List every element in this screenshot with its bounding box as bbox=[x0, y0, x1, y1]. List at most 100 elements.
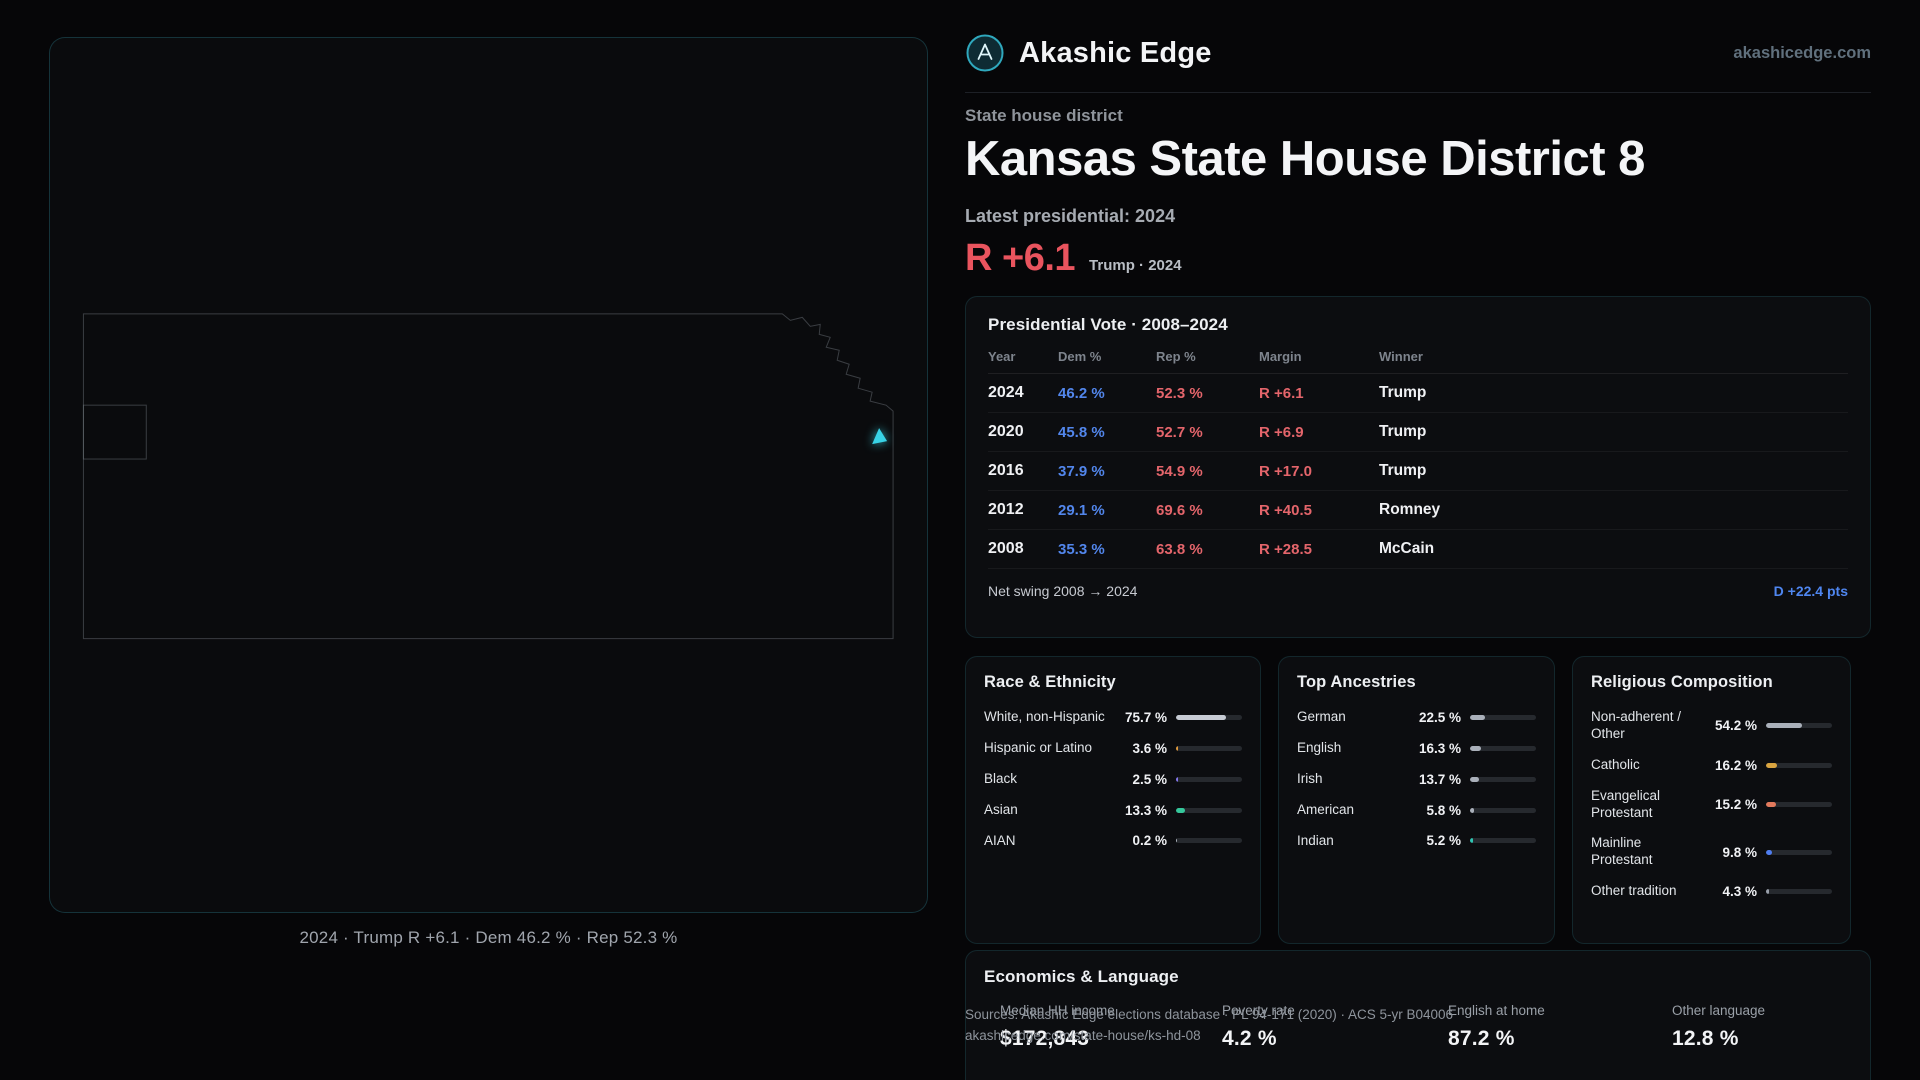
year-cell: 2012 bbox=[988, 501, 1024, 518]
list-item: AIAN 0.2 % bbox=[984, 826, 1242, 857]
margin-cell: R +6.9 bbox=[1259, 423, 1304, 441]
list-item: Black 2.5 % bbox=[984, 764, 1242, 795]
page-title: Kansas State House District 8 bbox=[965, 132, 1645, 186]
rep-share: 54.9 % bbox=[1156, 462, 1203, 480]
district-type-label: State house district bbox=[965, 106, 1123, 125]
demo-bar bbox=[1766, 723, 1832, 729]
stat-value: 4.2 % bbox=[1222, 1027, 1277, 1050]
header-divider bbox=[965, 92, 1871, 93]
list-item: Evangelical Protestant 15.2 % bbox=[1591, 781, 1832, 829]
card-title: Presidential Vote · 2008–2024 bbox=[988, 315, 1228, 334]
card-title: Religious Composition bbox=[1591, 673, 1773, 691]
list-item: English 16.3 % bbox=[1297, 733, 1536, 764]
winner-cell: Trump bbox=[1379, 423, 1427, 440]
religious-composition-card: Religious Composition Non-adherent / Oth… bbox=[1572, 656, 1851, 944]
list-item: Hispanic or Latino 3.6 % bbox=[984, 733, 1242, 764]
demo-value: 5.8 % bbox=[1426, 802, 1461, 818]
brand: Akashic Edge bbox=[965, 33, 1212, 73]
col-dem: Dem % bbox=[1058, 349, 1102, 364]
stat-other-language: Other language 12.8 % bbox=[1672, 1003, 1852, 1051]
list-item: Indian 5.2 % bbox=[1297, 826, 1536, 857]
demo-bar bbox=[1470, 776, 1536, 782]
dem-share: 35.3 % bbox=[1058, 540, 1105, 558]
margin-cell: R +17.0 bbox=[1259, 462, 1312, 480]
sources-footer: Sources: Akashic Edge elections database… bbox=[965, 1004, 1453, 1046]
demo-label: German bbox=[1297, 709, 1346, 724]
dem-share: 37.9 % bbox=[1058, 462, 1105, 480]
card-title: Economics & Language bbox=[984, 967, 1179, 986]
demo-label: American bbox=[1297, 801, 1355, 817]
demo-value: 13.7 % bbox=[1418, 771, 1461, 787]
list-item: Catholic 16.2 % bbox=[1591, 750, 1832, 781]
kansas-outline bbox=[82, 313, 894, 640]
demo-bar bbox=[1176, 838, 1242, 844]
site-domain-link[interactable]: akashicedge.com bbox=[1733, 43, 1871, 62]
demo-label: Black bbox=[984, 770, 1018, 786]
economics-card: Economics & Language Median HH income $1… bbox=[965, 950, 1871, 1080]
akashic-edge-logo bbox=[966, 34, 1004, 72]
demo-value: 75.7 % bbox=[1124, 709, 1167, 725]
demo-value: 54.2 % bbox=[1714, 718, 1757, 734]
headline-margin: R +6.1 Trump · 2024 bbox=[965, 237, 1182, 280]
stat-poverty-rate: Poverty rate 4.2 % bbox=[1222, 1003, 1448, 1051]
demo-bar bbox=[1470, 745, 1536, 751]
list-item: Non-adherent / Other 54.2 % bbox=[1591, 702, 1832, 750]
col-winner: Winner bbox=[1379, 349, 1423, 364]
demo-value: 16.3 % bbox=[1418, 740, 1461, 756]
demo-label: Asian bbox=[984, 801, 1018, 817]
district-marker-icon bbox=[872, 428, 888, 445]
list-item: Mainline Protestant 9.8 % bbox=[1591, 828, 1832, 876]
demo-label: Evangelical Protestant bbox=[1591, 787, 1661, 820]
demo-bar bbox=[1470, 807, 1536, 813]
demo-value: 5.2 % bbox=[1426, 833, 1461, 849]
demo-bar bbox=[1470, 714, 1536, 720]
margin-cell: R +40.5 bbox=[1259, 501, 1312, 519]
rep-share: 69.6 % bbox=[1156, 501, 1203, 519]
col-year: Year bbox=[988, 349, 1016, 364]
margin-context: Trump · 2024 bbox=[1089, 257, 1182, 274]
rep-share: 52.3 % bbox=[1156, 384, 1203, 402]
demo-value: 2.5 % bbox=[1132, 771, 1167, 787]
demo-label: Indian bbox=[1297, 832, 1334, 848]
demo-label: White, non-Hispanic bbox=[984, 709, 1105, 724]
stat-label: Median HH income bbox=[1000, 1003, 1115, 1018]
demo-value: 0.2 % bbox=[1132, 833, 1167, 849]
demo-bar bbox=[1176, 714, 1242, 720]
card-title: Race & Ethnicity bbox=[984, 673, 1116, 691]
winner-cell: Romney bbox=[1379, 501, 1441, 518]
demo-label: Irish bbox=[1297, 770, 1323, 786]
net-swing-row: Net swing 2008 → 2024 D +22.4 pts bbox=[988, 569, 1848, 599]
header: Akashic Edge akashicedge.com bbox=[965, 33, 1871, 73]
top-ancestries-card: Top Ancestries German 22.5 % English 16.… bbox=[1278, 656, 1555, 944]
demo-bar bbox=[1176, 745, 1242, 751]
dem-share: 45.8 % bbox=[1058, 423, 1105, 441]
demo-bar bbox=[1766, 849, 1832, 855]
demo-bar bbox=[1176, 776, 1242, 782]
list-item: Asian 13.3 % bbox=[984, 795, 1242, 826]
list-item: American 5.8 % bbox=[1297, 795, 1536, 826]
demo-label: Hispanic or Latino bbox=[984, 739, 1093, 755]
demo-value: 9.8 % bbox=[1722, 844, 1757, 860]
vote-table-header: Year Dem % Rep % Margin Winner bbox=[988, 349, 1848, 374]
demo-value: 22.5 % bbox=[1418, 709, 1461, 725]
stat-label: English at home bbox=[1448, 1003, 1545, 1018]
stat-label: Other language bbox=[1672, 1003, 1766, 1018]
year-cell: 2020 bbox=[988, 423, 1024, 440]
col-margin: Margin bbox=[1259, 349, 1302, 364]
stat-median-income: Median HH income $172,843 bbox=[1000, 1003, 1222, 1051]
vote-row: 2012 29.1 % 69.6 % R +40.5 Romney bbox=[988, 491, 1848, 530]
demo-bar bbox=[1176, 807, 1242, 813]
net-swing-value: D +22.4 pts bbox=[1773, 583, 1848, 599]
permalink[interactable]: akashicedge.com/state-house/ks-hd-08 bbox=[965, 1028, 1201, 1043]
sources-line: Sources: Akashic Edge elections database… bbox=[965, 1007, 1454, 1022]
stat-english-at-home: English at home 87.2 % bbox=[1448, 1003, 1672, 1051]
winner-cell: Trump bbox=[1379, 462, 1427, 479]
demo-value: 13.3 % bbox=[1124, 802, 1167, 818]
list-item: Irish 13.7 % bbox=[1297, 764, 1536, 795]
economics-stats: Median HH income $172,843 Poverty rate 4… bbox=[984, 1003, 1852, 1051]
demo-value: 4.3 % bbox=[1722, 884, 1757, 900]
demo-bar bbox=[1766, 762, 1832, 768]
winner-cell: McCain bbox=[1379, 540, 1435, 557]
presidential-vote-card: Presidential Vote · 2008–2024 Year Dem %… bbox=[965, 296, 1871, 638]
stat-value: 12.8 % bbox=[1672, 1027, 1739, 1050]
